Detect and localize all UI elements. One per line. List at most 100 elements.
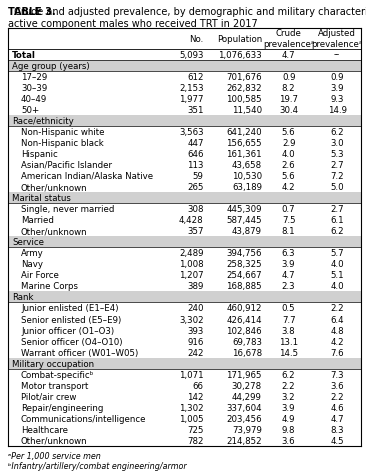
Bar — [8, 215, 361, 226]
Text: 782: 782 — [187, 436, 204, 445]
Text: Repair/engineering: Repair/engineering — [21, 403, 103, 412]
Text: 142: 142 — [187, 392, 204, 401]
Text: 6.1: 6.1 — [330, 216, 344, 225]
Text: 63,189: 63,189 — [232, 183, 262, 192]
Text: Crude
prevalenceᵃ: Crude prevalenceᵃ — [263, 29, 314, 49]
Bar — [8, 336, 361, 347]
Text: 1,977: 1,977 — [179, 95, 204, 103]
Text: 3.6: 3.6 — [330, 381, 344, 390]
Text: Pilot/air crew: Pilot/air crew — [21, 392, 76, 401]
Bar — [8, 149, 361, 159]
Bar — [8, 71, 361, 82]
Text: 1,076,633: 1,076,633 — [218, 50, 262, 60]
Text: 1,071: 1,071 — [179, 370, 204, 379]
Text: 113: 113 — [187, 160, 204, 169]
Bar — [8, 60, 361, 71]
Text: 394,756: 394,756 — [227, 249, 262, 258]
Text: Age group (years): Age group (years) — [12, 61, 90, 70]
Text: 3.0: 3.0 — [330, 139, 344, 148]
Text: 308: 308 — [187, 205, 204, 214]
Text: Communications/intelligence: Communications/intelligence — [21, 414, 146, 423]
Text: Race/ethnicity: Race/ethnicity — [12, 117, 74, 126]
Text: 2,153: 2,153 — [179, 83, 204, 92]
Text: Marine Corps: Marine Corps — [21, 282, 78, 291]
Text: Marital status: Marital status — [12, 194, 71, 203]
Text: 4.2: 4.2 — [282, 183, 295, 192]
Text: 43,658: 43,658 — [232, 160, 262, 169]
Text: 357: 357 — [187, 227, 204, 236]
Bar — [8, 292, 361, 303]
Bar — [8, 413, 361, 424]
Text: 4.0: 4.0 — [282, 149, 295, 159]
Text: 258,325: 258,325 — [226, 260, 262, 269]
Text: 6.4: 6.4 — [330, 315, 344, 324]
Text: 30–39: 30–39 — [21, 83, 47, 92]
Text: 3,302: 3,302 — [179, 315, 204, 324]
Bar — [8, 105, 361, 116]
Text: 171,965: 171,965 — [227, 370, 262, 379]
Text: 2.2: 2.2 — [330, 392, 344, 401]
Text: 16,678: 16,678 — [232, 348, 262, 357]
Text: 265: 265 — [187, 183, 204, 192]
Text: 3.9: 3.9 — [282, 260, 295, 269]
Text: 3.9: 3.9 — [282, 403, 295, 412]
Text: 3.2: 3.2 — [282, 392, 295, 401]
Text: Senior officer (O4–O10): Senior officer (O4–O10) — [21, 337, 123, 346]
Bar — [8, 325, 361, 336]
Text: 2.6: 2.6 — [282, 160, 295, 169]
Text: 19.7: 19.7 — [279, 95, 298, 103]
Bar — [8, 380, 361, 391]
Text: 262,832: 262,832 — [226, 83, 262, 92]
Text: 2.7: 2.7 — [330, 160, 344, 169]
Text: 3,563: 3,563 — [179, 128, 204, 137]
Bar — [8, 424, 361, 435]
Text: Rank: Rank — [12, 293, 34, 302]
Text: 4.7: 4.7 — [282, 50, 295, 60]
Text: 4.5: 4.5 — [330, 436, 344, 445]
Text: 168,885: 168,885 — [226, 282, 262, 291]
Text: 4.9: 4.9 — [282, 414, 295, 423]
Text: Healthcare: Healthcare — [21, 425, 68, 434]
Text: 0.7: 0.7 — [282, 205, 295, 214]
Text: 8.3: 8.3 — [330, 425, 344, 434]
Bar — [8, 358, 361, 369]
Bar — [8, 248, 361, 259]
Text: 4.0: 4.0 — [330, 260, 344, 269]
Text: active component males who received TRT in 2017: active component males who received TRT … — [8, 19, 258, 29]
Bar — [8, 281, 361, 292]
Text: 156,655: 156,655 — [226, 139, 262, 148]
Text: Single, never married: Single, never married — [21, 205, 114, 214]
Text: 5.7: 5.7 — [330, 249, 344, 258]
Text: ᵇInfantry/artillery/combat engineering/armor: ᵇInfantry/artillery/combat engineering/a… — [8, 461, 187, 470]
Text: Junior officer (O1–O3): Junior officer (O1–O3) — [21, 326, 114, 335]
Text: 337,604: 337,604 — [226, 403, 262, 412]
Text: 3.9: 3.9 — [330, 83, 344, 92]
Text: 14.5: 14.5 — [279, 348, 298, 357]
Text: 73,979: 73,979 — [232, 425, 262, 434]
Text: 7.2: 7.2 — [330, 172, 344, 180]
Text: Service: Service — [12, 238, 44, 247]
Text: 5.6: 5.6 — [282, 128, 295, 137]
Text: ᵃPer 1,000 service men: ᵃPer 1,000 service men — [8, 451, 101, 460]
Text: 916: 916 — [187, 337, 204, 346]
Text: Married: Married — [21, 216, 54, 225]
Text: 4.8: 4.8 — [330, 326, 344, 335]
Text: 2.3: 2.3 — [282, 282, 295, 291]
Text: 43,879: 43,879 — [232, 227, 262, 236]
Text: 4.6: 4.6 — [330, 403, 344, 412]
Text: 5.0: 5.0 — [330, 183, 344, 192]
Text: No.: No. — [190, 34, 204, 43]
Text: 69,783: 69,783 — [232, 337, 262, 346]
Text: 6.2: 6.2 — [282, 370, 295, 379]
Text: Motor transport: Motor transport — [21, 381, 88, 390]
Text: 6.2: 6.2 — [330, 227, 344, 236]
Text: 6.3: 6.3 — [282, 249, 295, 258]
Text: Navy: Navy — [21, 260, 43, 269]
Text: 240: 240 — [187, 304, 204, 313]
Text: Combat-specificᵇ: Combat-specificᵇ — [21, 370, 94, 379]
Text: 40–49: 40–49 — [21, 95, 47, 103]
Text: 7.5: 7.5 — [282, 216, 295, 225]
Text: 4.0: 4.0 — [330, 282, 344, 291]
Text: 0.5: 0.5 — [282, 304, 295, 313]
Text: Crude and adjusted prevalence, by demographic and military characteristics,: Crude and adjusted prevalence, by demogr… — [11, 7, 366, 17]
